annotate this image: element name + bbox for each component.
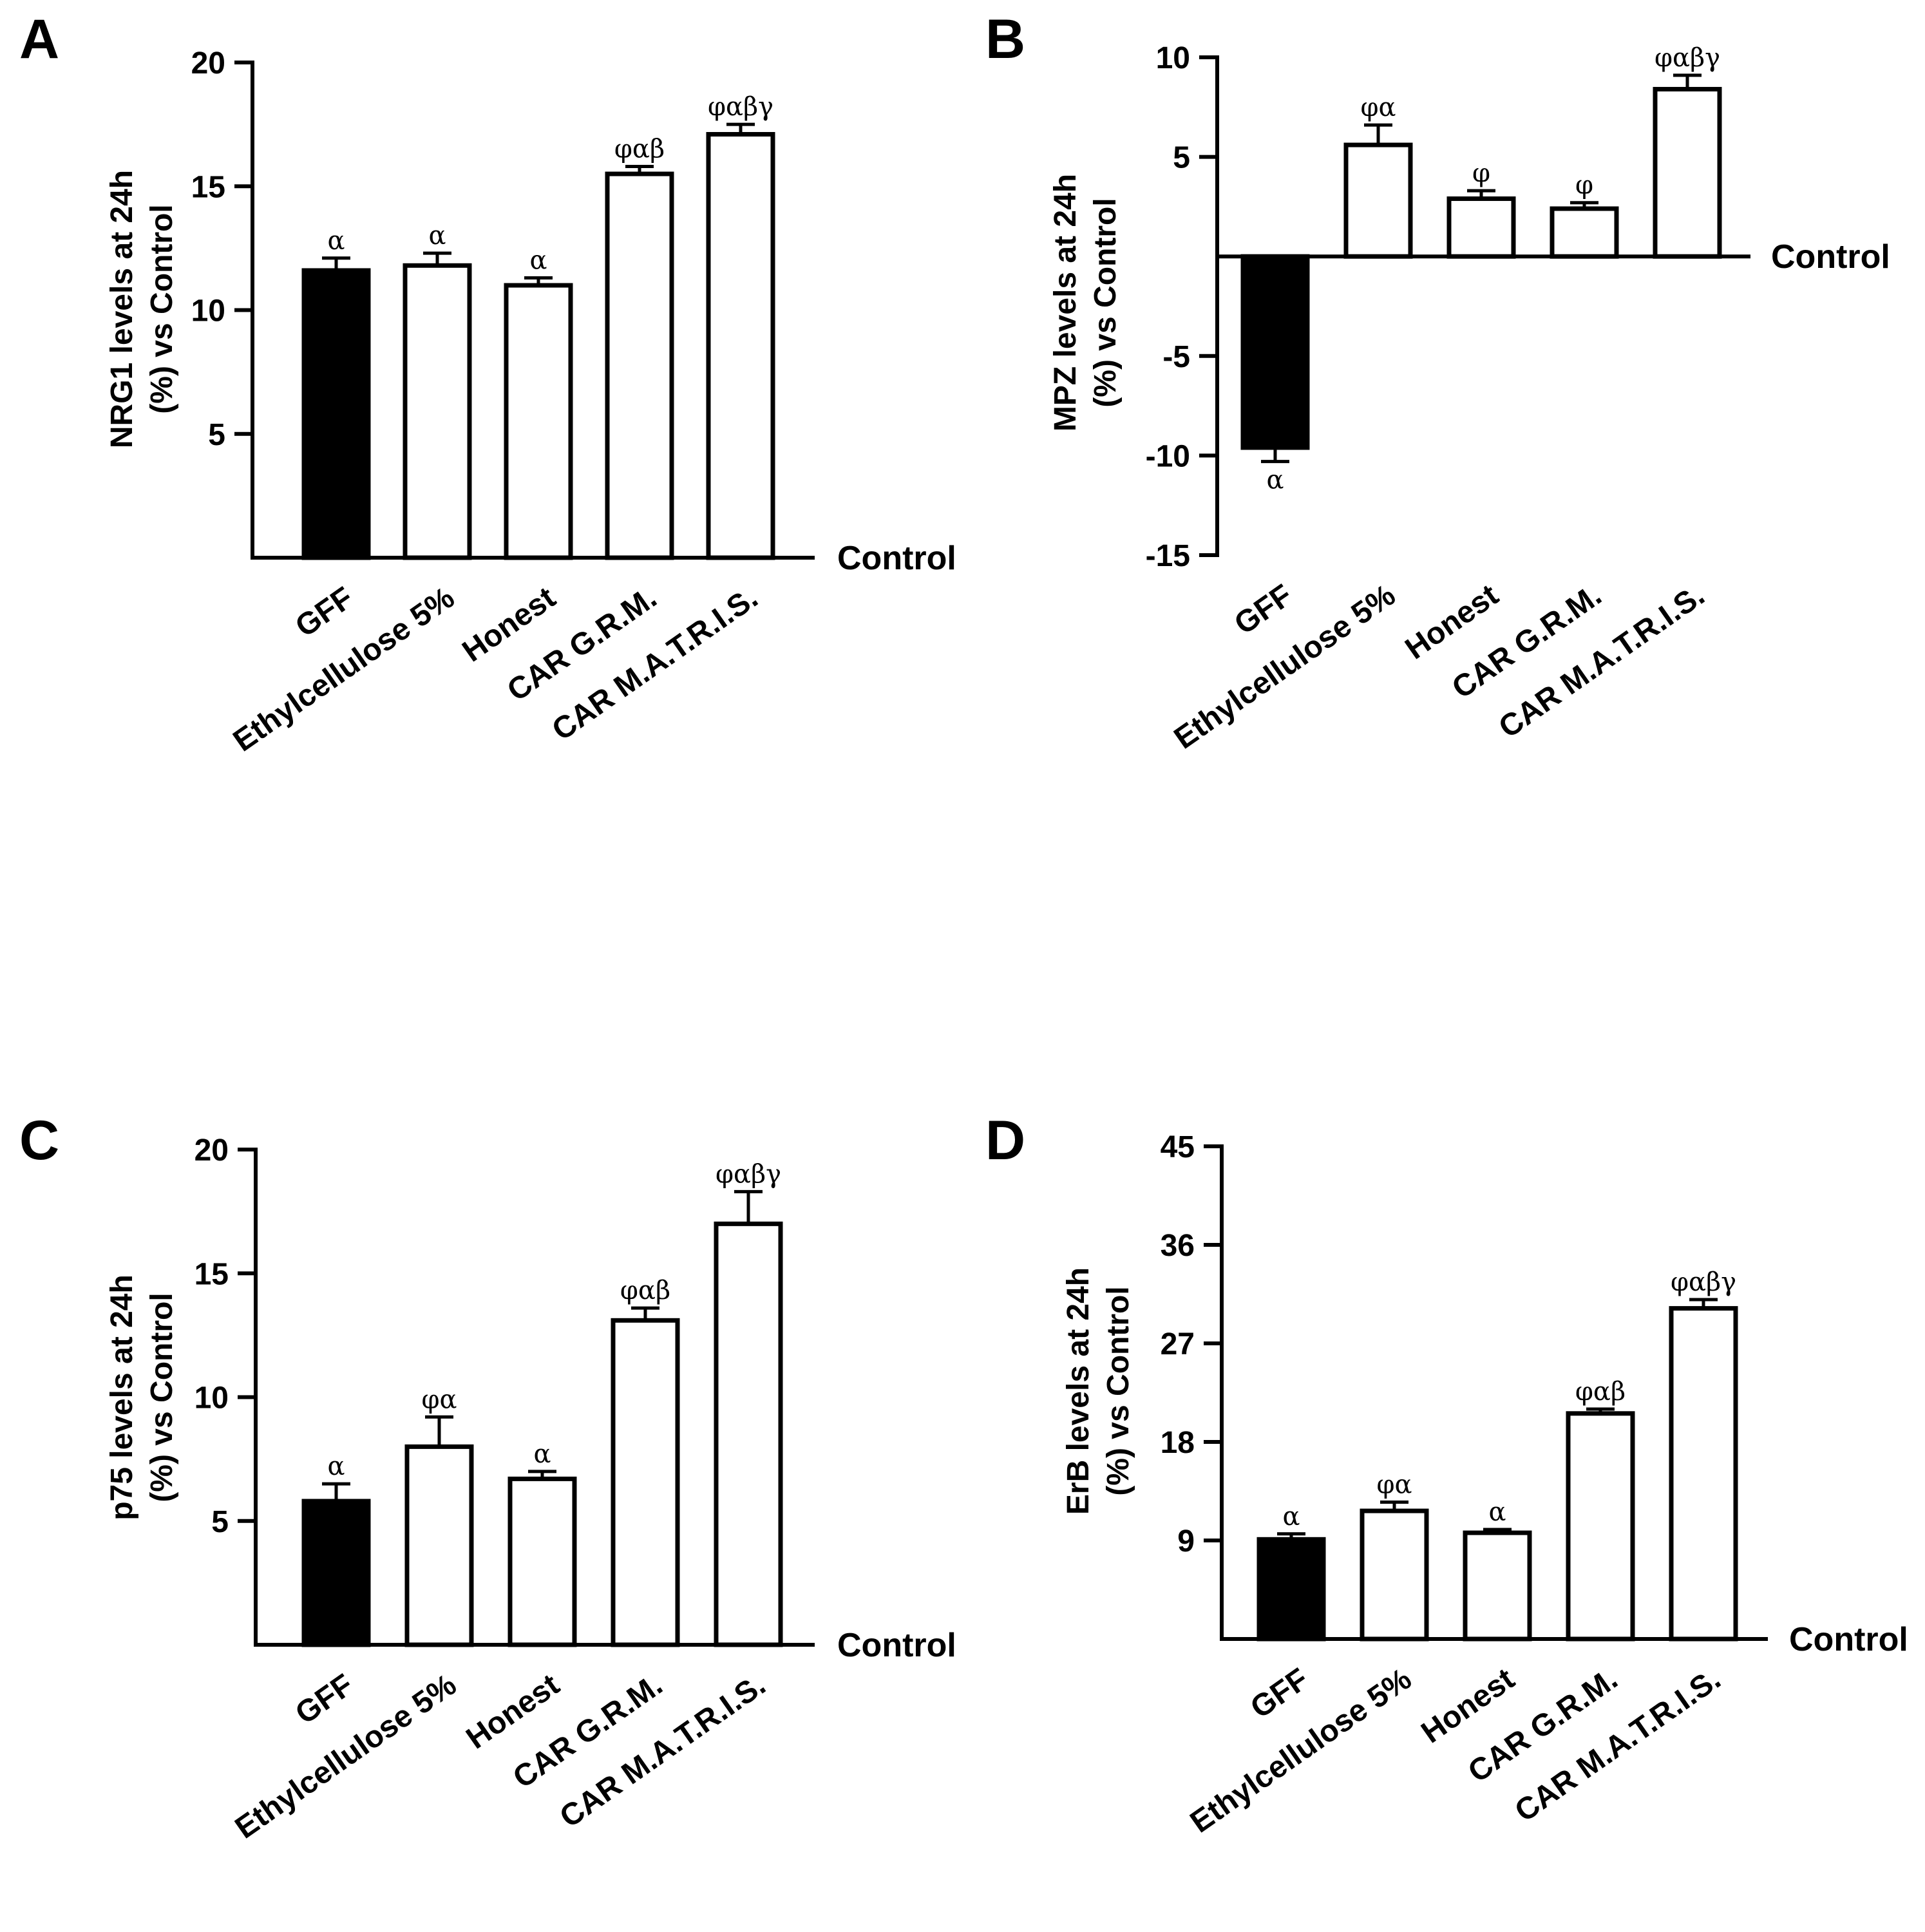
bar xyxy=(605,171,674,560)
bar xyxy=(301,1499,371,1647)
y-axis-label-line: p75 levels at 24h xyxy=(105,1274,139,1520)
bar xyxy=(1669,1306,1738,1642)
significance-annotation: φαβγ xyxy=(1655,43,1720,73)
bar xyxy=(507,1476,577,1647)
panel-letter: D xyxy=(985,1110,1025,1171)
panel-a: A NRG1 levels at 24h (%) vs Control Control… xyxy=(19,8,956,759)
y-axis-label-line: (%) vs Control xyxy=(1088,198,1123,407)
y-tick-label: 10 xyxy=(191,294,225,328)
bar xyxy=(1360,1508,1429,1642)
significance-annotation: α xyxy=(533,1439,551,1469)
y-tick-label: 45 xyxy=(1161,1130,1195,1164)
significance-annotation: α xyxy=(1282,1502,1300,1531)
bar xyxy=(403,263,472,560)
y-tick-label: 5 xyxy=(1173,141,1190,175)
y-axis-label-line: ErB levels at 24h xyxy=(1061,1267,1095,1515)
y-tick-label: 15 xyxy=(191,170,225,204)
panel-d: D ErB levels at 24h (%) vs Control Control 9… xyxy=(985,1110,1908,1840)
significance-annotation: α xyxy=(327,226,345,256)
y-tick-label: -10 xyxy=(1146,439,1190,473)
y-tick-label: -15 xyxy=(1146,539,1190,573)
significance-annotation: φαβ xyxy=(614,134,665,164)
y-axis-label-line: (%) vs Control xyxy=(145,204,179,413)
bar xyxy=(504,283,573,560)
significance-annotation: φαβγ xyxy=(708,92,773,122)
x-tick-label: GFF xyxy=(1228,578,1298,641)
y-tick-label: 20 xyxy=(194,1133,229,1168)
baseline-label: Control xyxy=(1789,1621,1908,1658)
x-tick-label: GFF xyxy=(1244,1662,1314,1725)
y-axis-label-line: NRG1 levels at 24h xyxy=(105,170,139,448)
y-axis-label-line: (%) vs Control xyxy=(1101,1286,1135,1495)
y-tick-label: 27 xyxy=(1161,1327,1195,1361)
significance-annotation: α xyxy=(428,221,446,251)
significance-annotation: φαβγ xyxy=(716,1159,781,1189)
significance-annotation: φαβγ xyxy=(1671,1267,1736,1297)
panel-letter: B xyxy=(985,8,1025,70)
y-tick-label: 18 xyxy=(1161,1426,1195,1460)
y-tick-label: 5 xyxy=(211,1505,229,1539)
baseline-label: Control xyxy=(837,540,956,577)
significance-annotation: φαβ xyxy=(1575,1377,1626,1406)
y-axis-label-line: (%) vs Control xyxy=(145,1293,179,1502)
significance-annotation: φ xyxy=(1472,158,1490,188)
significance-annotation: φα xyxy=(1360,93,1396,122)
bar xyxy=(1446,196,1516,259)
baseline-label: Control xyxy=(1771,238,1890,276)
significance-annotation: α xyxy=(1266,466,1284,495)
bar xyxy=(611,1318,680,1647)
y-axis-label: MPZ levels at 24h (%) vs Control xyxy=(1048,174,1123,431)
x-tick-label: GFF xyxy=(289,581,359,644)
baseline-label: Control xyxy=(837,1627,956,1664)
bar xyxy=(1240,254,1310,450)
y-axis-label-line: MPZ levels at 24h xyxy=(1048,174,1083,431)
x-tick-label: GFF xyxy=(289,1668,359,1731)
y-tick-label: 5 xyxy=(208,418,225,452)
y-tick-label: 36 xyxy=(1161,1229,1195,1263)
bar xyxy=(706,132,775,560)
significance-annotation: φ xyxy=(1575,171,1593,200)
significance-annotation: φαβ xyxy=(620,1276,670,1305)
y-axis-label: p75 levels at 24h (%) vs Control xyxy=(105,1274,179,1520)
y-tick-label: 10 xyxy=(194,1381,229,1416)
panel-b: B MPZ levels at 24h (%) vs Control Control -… xyxy=(985,8,1890,756)
significance-annotation: α xyxy=(1488,1497,1506,1527)
y-tick-label: 10 xyxy=(1156,41,1190,75)
bar xyxy=(1653,86,1722,259)
bar xyxy=(1463,1530,1532,1642)
bar xyxy=(301,268,371,560)
significance-annotation: α xyxy=(529,246,547,276)
bar xyxy=(1566,1411,1635,1642)
bar xyxy=(1256,1537,1326,1642)
significance-annotation: φα xyxy=(1376,1470,1412,1500)
y-axis-label: NRG1 levels at 24h (%) vs Control xyxy=(105,170,179,448)
bar xyxy=(404,1444,474,1647)
significance-annotation: α xyxy=(327,1452,345,1481)
bar xyxy=(1550,206,1619,259)
y-axis-label: ErB levels at 24h (%) vs Control xyxy=(1061,1267,1135,1515)
significance-annotation: φα xyxy=(421,1385,457,1414)
bar xyxy=(714,1221,783,1647)
panel-letter: C xyxy=(19,1110,59,1171)
y-tick-label: 9 xyxy=(1177,1524,1195,1558)
panel-letter: A xyxy=(19,8,59,70)
y-tick-label: 20 xyxy=(191,46,225,80)
y-tick-label: -5 xyxy=(1162,340,1190,374)
y-tick-label: 15 xyxy=(194,1257,229,1291)
bar xyxy=(1343,142,1413,259)
